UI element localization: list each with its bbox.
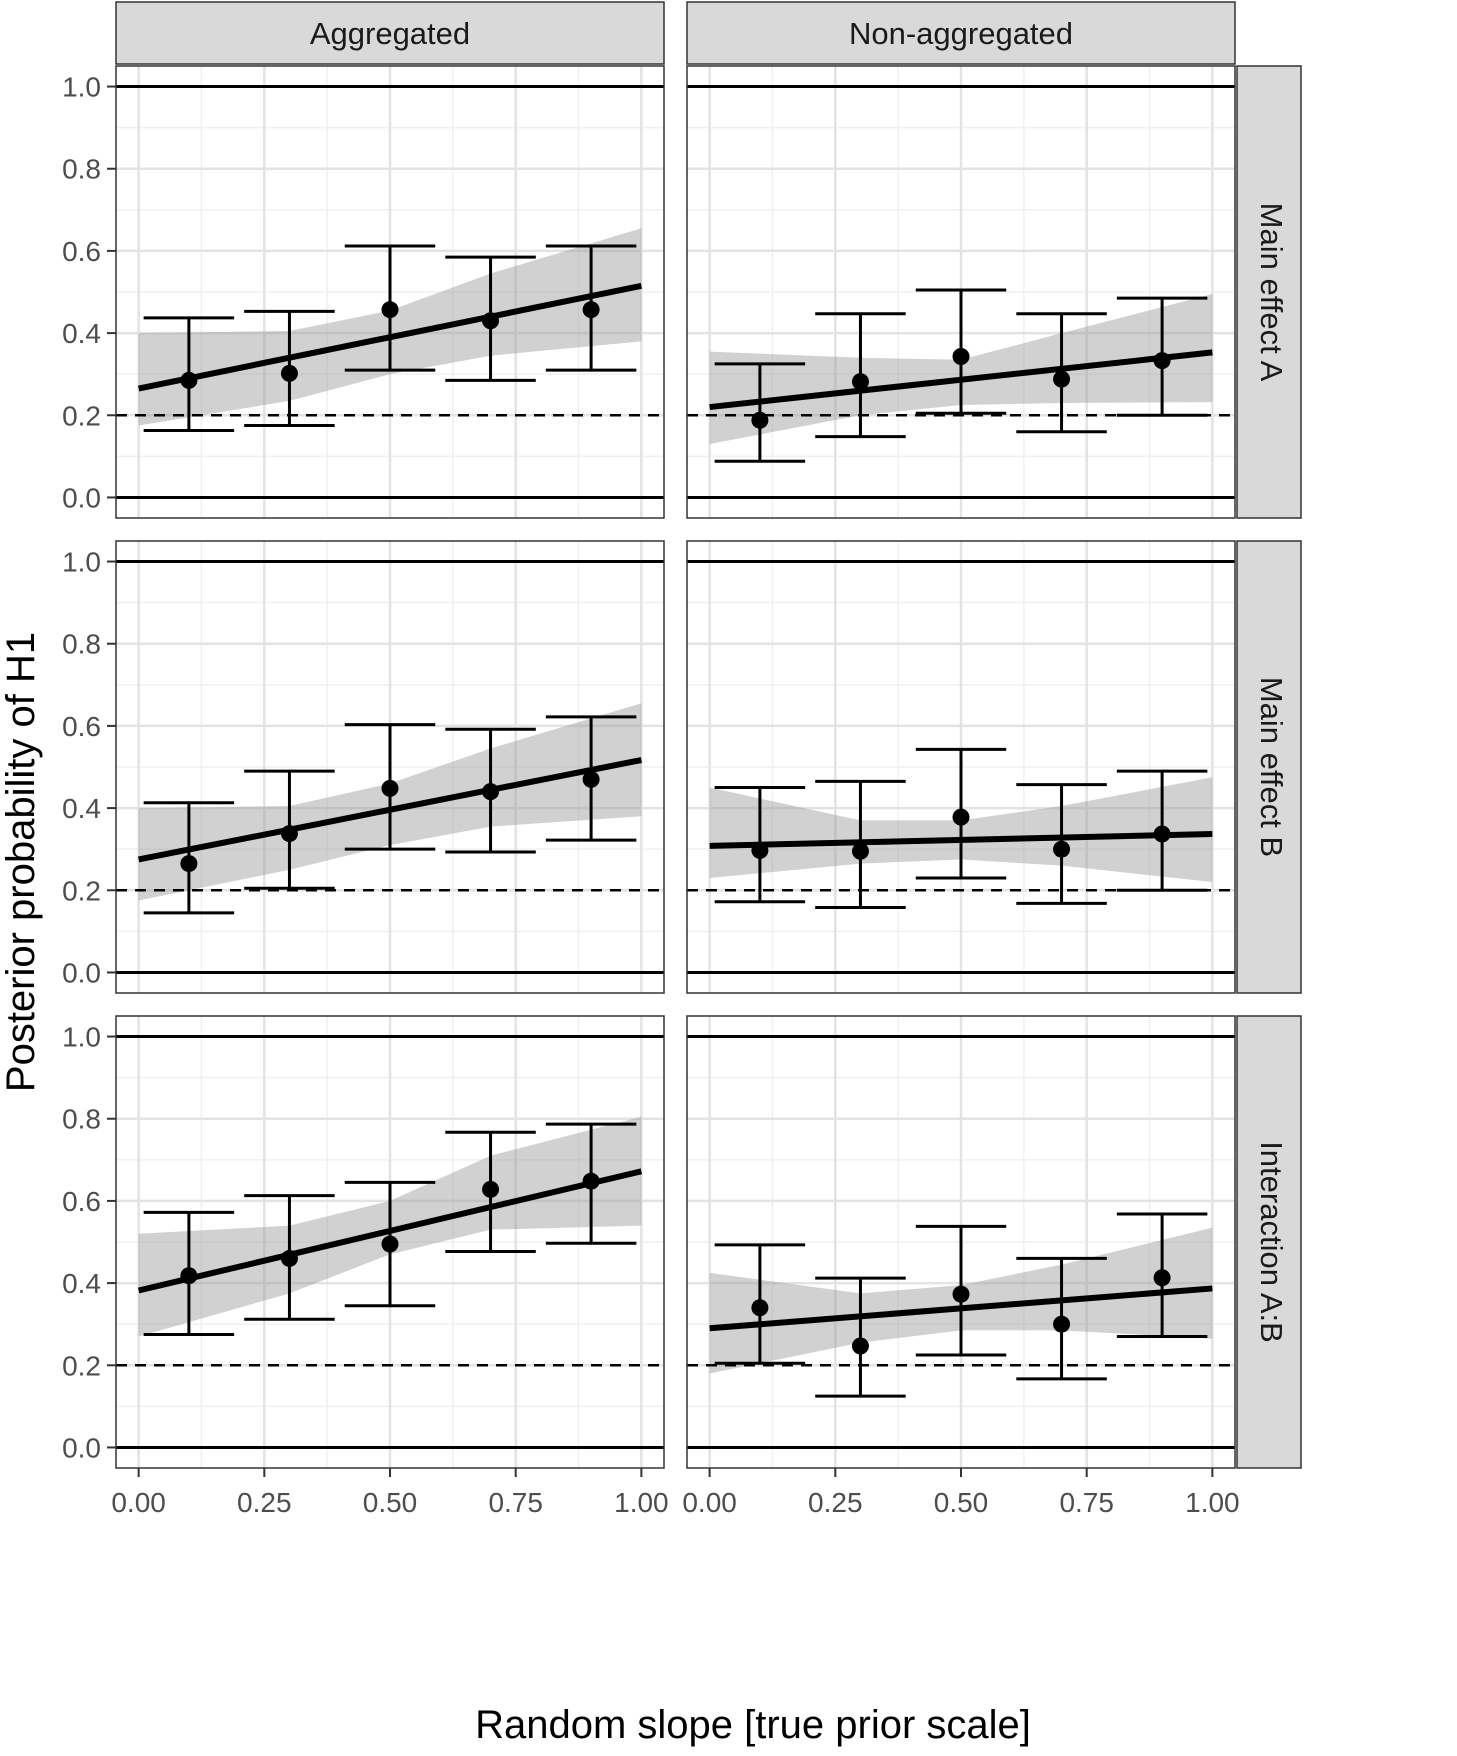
facet-label-aggregated: Aggregated (310, 16, 470, 51)
x-axis-title: Random slope [true prior scale] (475, 1703, 1031, 1747)
y-tick-label: 0.8 (62, 154, 101, 185)
data-point (582, 1172, 600, 1190)
y-tick-label: 0.4 (62, 793, 101, 824)
y-tick-label: 0.8 (62, 629, 101, 660)
data-point (952, 1285, 970, 1303)
data-point (952, 808, 970, 826)
data-point (851, 1337, 869, 1355)
y-tick-label: 0.2 (62, 1350, 101, 1381)
data-point (381, 779, 399, 797)
data-point (482, 312, 500, 330)
y-tick-label: 0.4 (62, 1268, 101, 1299)
facet-label-main-effect-a: Main effect A (1254, 203, 1289, 382)
data-point (582, 301, 600, 319)
data-point (1153, 352, 1171, 370)
panel-border (115, 65, 665, 519)
data-point (751, 841, 769, 859)
panel-border (686, 540, 1236, 994)
x-tick-label: 0.50 (934, 1487, 989, 1518)
facet-strip-main-effect-b (1236, 540, 1302, 994)
y-axis-title: Posterior probability of H1 (0, 632, 43, 1092)
panel-main-effect-a-aggregated (115, 65, 665, 519)
x-tick-label: 1.00 (614, 1487, 669, 1518)
data-point (180, 855, 198, 873)
data-point (1153, 1269, 1171, 1287)
data-point (851, 373, 869, 391)
y-tick-label: 0.8 (62, 1104, 101, 1135)
y-tick-label: 0.6 (62, 711, 101, 742)
panel-main-effect-b-aggregated (115, 540, 665, 994)
y-tick-label: 0.6 (62, 236, 101, 267)
facet-strip-non-aggregated (686, 1, 1236, 65)
x-tick-label: 1.00 (1185, 1487, 1240, 1518)
y-tick-label: 0.0 (62, 1432, 101, 1463)
y-tick-label: 0.0 (62, 957, 101, 988)
data-point (180, 371, 198, 389)
data-point (751, 411, 769, 429)
facet-label-non-aggregated: Non-aggregated (849, 16, 1073, 51)
data-point (482, 1180, 500, 1198)
facet-strip-interaction-a-b (1236, 1015, 1302, 1469)
data-point (280, 1249, 298, 1267)
facet-strip-main-effect-a (1236, 65, 1302, 519)
y-tick-label: 0.2 (62, 400, 101, 431)
y-tick-label: 0.2 (62, 875, 101, 906)
data-point (1053, 840, 1071, 858)
data-point (280, 825, 298, 843)
x-tick-label: 0.00 (682, 1487, 737, 1518)
x-tick-label: 0.25 (237, 1487, 292, 1518)
data-point (180, 1267, 198, 1285)
panel-main-effect-b-non-aggregated (686, 540, 1236, 994)
panel-border (115, 540, 665, 994)
data-point (952, 348, 970, 366)
data-point (1053, 370, 1071, 388)
x-tick-label: 0.00 (111, 1487, 166, 1518)
panel-interaction-a-b-aggregated (115, 1015, 665, 1469)
data-point (1053, 1315, 1071, 1333)
data-point (582, 770, 600, 788)
facet-label-interaction-a-b: Interaction A:B (1254, 1141, 1289, 1343)
data-point (381, 301, 399, 319)
y-tick-label: 1.0 (62, 547, 101, 578)
data-point (482, 783, 500, 801)
y-tick-label: 1.0 (62, 72, 101, 103)
y-tick-label: 0.6 (62, 1186, 101, 1217)
x-tick-label: 0.50 (363, 1487, 418, 1518)
y-tick-label: 0.4 (62, 318, 101, 349)
panel-main-effect-a-non-aggregated (686, 65, 1236, 519)
y-tick-label: 1.0 (62, 1022, 101, 1053)
data-point (280, 364, 298, 382)
data-point (381, 1235, 399, 1253)
data-point (751, 1299, 769, 1317)
facet-strip-aggregated (115, 1, 665, 65)
panel-interaction-a-b-non-aggregated (686, 1015, 1236, 1469)
y-tick-label: 0.0 (62, 482, 101, 513)
data-point (1153, 825, 1171, 843)
data-point (851, 842, 869, 860)
facet-label-main-effect-b: Main effect B (1254, 677, 1289, 857)
chart-layer: Aggregated Non-aggregated Main effect A Mai… (62, 1, 1302, 1518)
x-tick-label: 0.75 (488, 1487, 543, 1518)
panel-border (686, 65, 1236, 519)
x-tick-label: 0.25 (808, 1487, 863, 1518)
x-tick-label: 0.75 (1059, 1487, 1114, 1518)
